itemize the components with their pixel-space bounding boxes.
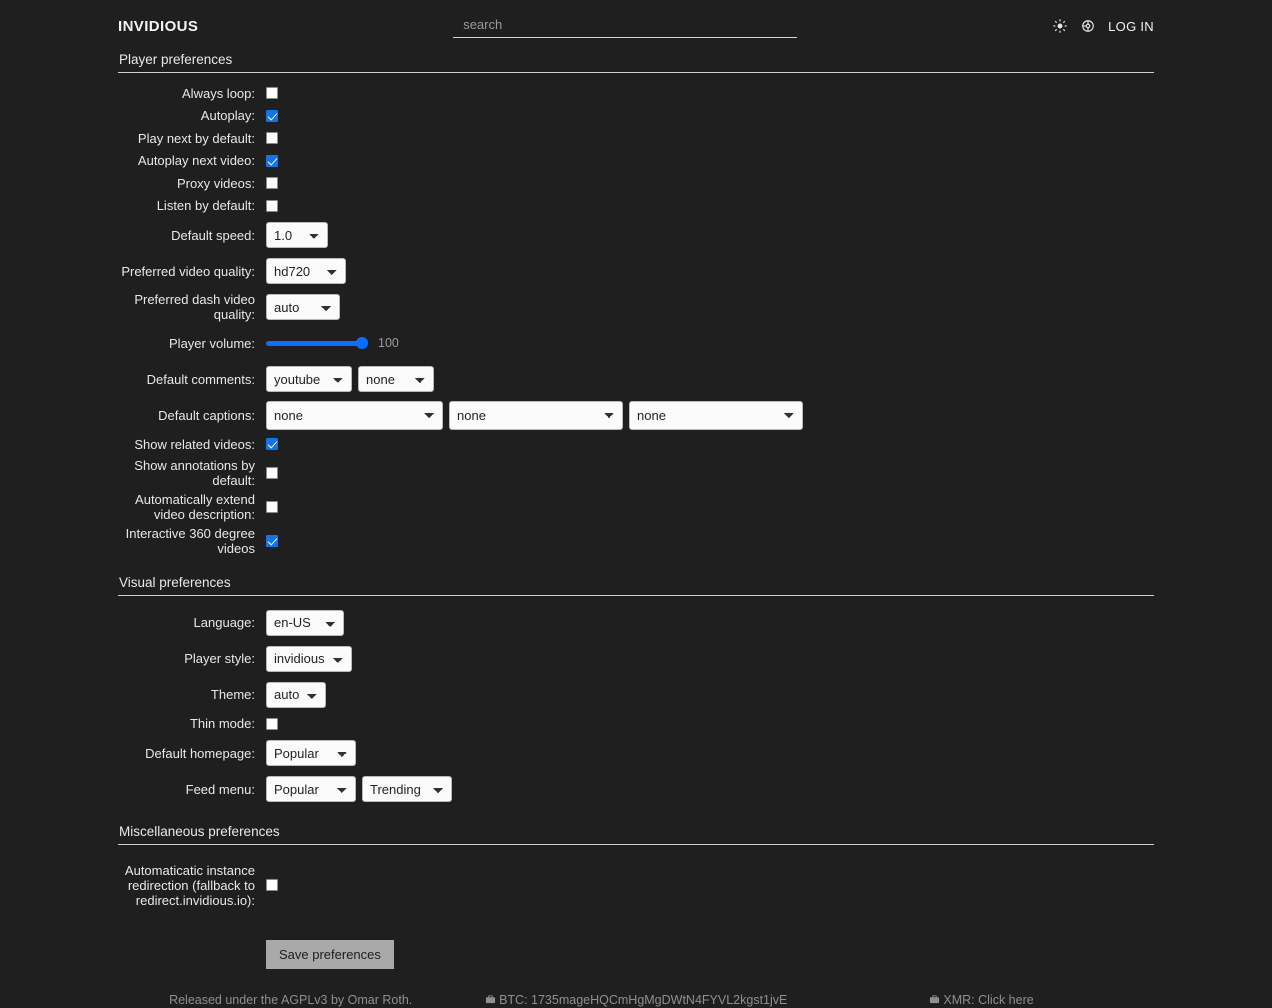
footer-btc-link[interactable]: BTC: 1735mageHQCmHgMgDWtN4FYVL2kgst1jvE	[499, 993, 788, 1007]
label-proxy-videos: Proxy videos:	[176, 175, 255, 191]
brand-logo[interactable]: INVIDIOUS	[118, 17, 199, 35]
footer-btc-row: BTC: 1735mageHQCmHgMgDWtN4FYVL2kgst1jvE	[471, 993, 800, 1008]
pref-row-theme: Theme: auto	[118, 677, 1154, 713]
pref-row-preferred-dash-quality: Preferred dash video quality: auto	[118, 289, 1154, 325]
search-bar	[198, 14, 1052, 38]
select-feed-menu-1[interactable]: Popular	[266, 776, 356, 802]
footer-license-text: Released under the AGPLv3 by Omar Roth.	[169, 993, 413, 1007]
select-player-style[interactable]: invidious	[266, 645, 352, 672]
checkbox-autoplay-next-video[interactable]	[266, 154, 278, 167]
pref-row-language: Language: en-US	[118, 605, 1154, 641]
footer-center: BTC: 1735mageHQCmHgMgDWtN4FYVL2kgst1jvE …	[463, 993, 808, 1008]
preferences-form: Player preferences Always loop: Autoplay…	[118, 48, 1154, 969]
pref-row-default-speed: Default speed: 1.0	[118, 217, 1154, 253]
select-default-captions-3[interactable]: none	[629, 400, 803, 430]
nav-actions: LOG IN	[1052, 19, 1154, 34]
pref-row-autoplay-next-video: Autoplay next video:	[118, 150, 1154, 173]
label-feed-menu: Feed menu:	[185, 781, 255, 797]
label-preferred-dash-quality: Preferred dash video quality:	[134, 292, 255, 322]
login-button[interactable]: LOG IN	[1108, 18, 1154, 34]
select-feed-menu-2[interactable]: Trending	[362, 776, 452, 802]
pref-row-autoplay: Autoplay:	[118, 105, 1154, 128]
label-auto-extend-description: Automatically extend video description:	[135, 491, 255, 522]
select-language[interactable]: en-US	[266, 609, 344, 636]
pref-row-show-annotations: Show annotations by default:	[118, 456, 1154, 490]
footer-left: Released under the AGPLv3 by Omar Roth. …	[118, 993, 463, 1008]
briefcase-icon	[485, 994, 496, 1008]
select-default-comments-2[interactable]: none	[358, 366, 434, 392]
pref-row-interactive-360: Interactive 360 degree videos	[118, 524, 1154, 558]
label-preferred-video-quality: Preferred video quality:	[121, 263, 255, 279]
pref-row-proxy-videos: Proxy videos:	[118, 172, 1154, 195]
checkbox-show-related-videos[interactable]	[266, 438, 278, 451]
pref-row-listen-by-default: Listen by default:	[118, 195, 1154, 218]
pref-row-player-style: Player style: invidious	[118, 641, 1154, 677]
label-default-homepage: Default homepage:	[145, 745, 255, 761]
select-preferred-dash-quality[interactable]: auto	[266, 294, 340, 320]
label-player-volume: Player volume:	[169, 335, 255, 351]
checkbox-thin-mode[interactable]	[266, 717, 278, 730]
player-volume-value: 100	[378, 336, 399, 350]
label-player-style: Player style:	[184, 651, 255, 666]
navbar: INVIDIOUS	[0, 0, 1272, 48]
label-language: Language:	[193, 615, 255, 630]
checkbox-listen-by-default[interactable]	[266, 199, 278, 212]
select-default-comments-1[interactable]: youtube	[266, 366, 352, 392]
save-preferences-button[interactable]: Save preferences	[266, 940, 394, 969]
label-auto-instance-redirect: Automaticatic instance redirection (fall…	[124, 862, 255, 908]
label-default-speed: Default speed:	[171, 227, 255, 243]
checkbox-autoplay[interactable]	[266, 109, 278, 122]
gear-icon[interactable]	[1080, 19, 1095, 34]
checkbox-auto-extend-description[interactable]	[266, 500, 278, 513]
briefcase-icon	[929, 994, 940, 1008]
select-default-captions-2[interactable]: none	[449, 400, 623, 430]
label-show-related-videos: Show related videos:	[134, 436, 255, 452]
checkbox-always-loop[interactable]	[266, 87, 278, 100]
pref-row-player-volume: Player volume: 100	[118, 325, 1154, 361]
select-preferred-video-quality[interactable]: hd720	[266, 258, 346, 284]
label-interactive-360: Interactive 360 degree videos	[125, 525, 255, 556]
section-title-player: Player preferences	[118, 48, 1154, 73]
search-input[interactable]	[453, 14, 798, 38]
footer-xmr-link[interactable]: XMR: Click here	[943, 993, 1034, 1007]
pref-row-default-comments: Default comments: youtube none	[118, 361, 1154, 397]
footer-xmr-row: XMR: Click here	[817, 993, 1146, 1008]
label-always-loop: Always loop:	[182, 85, 255, 101]
slider-player-volume[interactable]	[266, 336, 368, 350]
footer: Released under the AGPLv3 by Omar Roth. …	[118, 993, 1154, 1008]
pref-row-preferred-video-quality: Preferred video quality: hd720	[118, 253, 1154, 289]
checkbox-proxy-videos[interactable]	[266, 177, 278, 190]
section-title-visual: Visual preferences	[118, 571, 1154, 596]
label-autoplay-next-video: Autoplay next video:	[137, 153, 255, 169]
label-autoplay: Autoplay:	[200, 108, 255, 124]
pref-row-thin-mode: Thin mode:	[118, 713, 1154, 736]
checkbox-interactive-360[interactable]	[266, 534, 278, 547]
label-play-next-by-default: Play next by default:	[137, 130, 255, 146]
checkbox-auto-instance-redirect[interactable]	[266, 879, 278, 891]
label-default-comments: Default comments:	[146, 371, 255, 387]
label-default-captions: Default captions:	[158, 407, 255, 423]
pref-row-play-next-by-default: Play next by default:	[118, 127, 1154, 150]
pref-row-auto-instance-redirect: Automaticatic instance redirection (fall…	[118, 854, 1154, 916]
save-row: Save preferences	[118, 940, 1154, 969]
pref-row-always-loop: Always loop:	[118, 82, 1154, 105]
pref-row-show-related-videos: Show related videos:	[118, 433, 1154, 456]
pref-row-auto-extend-description: Automatically extend video description:	[118, 490, 1154, 524]
label-listen-by-default: Listen by default:	[156, 198, 255, 214]
select-theme[interactable]: auto	[266, 681, 326, 708]
pref-row-default-homepage: Default homepage: Popular	[118, 735, 1154, 771]
section-title-misc: Miscellaneous preferences	[118, 820, 1154, 845]
select-default-speed[interactable]: 1.0	[266, 222, 328, 248]
select-default-homepage[interactable]: Popular	[266, 740, 356, 766]
label-show-annotations: Show annotations by default:	[134, 457, 255, 488]
pref-row-feed-menu: Feed menu: Popular Trending	[118, 771, 1154, 807]
select-default-captions-1[interactable]: none	[266, 400, 443, 430]
checkbox-play-next-by-default[interactable]	[266, 132, 278, 145]
label-thin-mode: Thin mode:	[189, 716, 255, 732]
pref-row-default-captions: Default captions: none none none	[118, 397, 1154, 433]
sun-icon[interactable]	[1052, 19, 1067, 34]
checkbox-show-annotations[interactable]	[266, 466, 278, 479]
footer-right: XMR: Click here Current version: 2021.07…	[809, 993, 1154, 1008]
label-theme: Theme:	[210, 687, 255, 702]
